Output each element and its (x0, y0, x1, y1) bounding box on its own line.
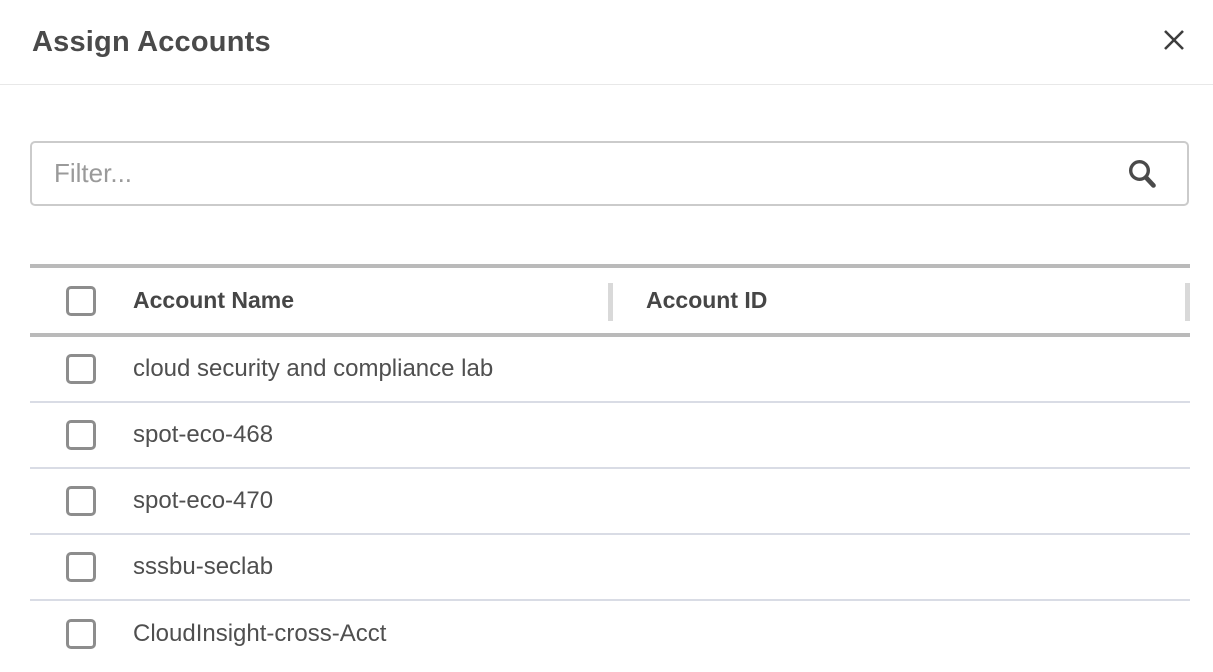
search-button[interactable] (1125, 157, 1159, 191)
table-top-border (30, 264, 1190, 268)
row-checkbox-cell (30, 354, 133, 384)
row-checkbox-cell (30, 486, 133, 516)
table-row[interactable]: spot-eco-470 (30, 469, 1190, 535)
row-checkbox[interactable] (66, 420, 96, 450)
dialog-title: Assign Accounts (32, 25, 271, 58)
row-checkbox[interactable] (66, 619, 96, 649)
table-row[interactable]: sssbu-seclab (30, 535, 1190, 601)
table-row[interactable]: cloud security and compliance lab (30, 337, 1190, 403)
filter-bar (30, 141, 1189, 206)
table-header-row: Account Name Account ID (30, 268, 1190, 337)
table-row[interactable]: spot-eco-468 (30, 403, 1190, 469)
account-name-cell: CloudInsight-cross-Acct (133, 620, 387, 647)
account-name-cell: sssbu-seclab (133, 553, 274, 580)
filter-input[interactable] (30, 141, 1189, 206)
close-button[interactable] (1162, 28, 1186, 52)
row-checkbox[interactable] (66, 486, 96, 516)
row-checkbox-cell (30, 552, 133, 582)
accounts-table: Account Name Account ID cloud security a… (30, 264, 1190, 667)
column-header-account-name: Account Name (133, 287, 295, 313)
close-icon (1162, 28, 1186, 52)
table-body: cloud security and compliance lab spot-e… (30, 337, 1190, 667)
column-header-account-id: Account ID (646, 287, 768, 313)
column-divider (1185, 283, 1190, 321)
account-name-cell: spot-eco-470 (133, 487, 274, 514)
account-name-cell: spot-eco-468 (133, 421, 274, 448)
search-icon (1125, 157, 1159, 191)
row-checkbox[interactable] (66, 354, 96, 384)
dialog-header: Assign Accounts (0, 0, 1213, 85)
row-checkbox-cell (30, 420, 133, 450)
column-divider (608, 283, 613, 321)
account-name-cell: cloud security and compliance lab (133, 355, 494, 382)
table-row[interactable]: CloudInsight-cross-Acct (30, 601, 1190, 667)
select-all-checkbox[interactable] (66, 285, 96, 316)
select-all-cell (30, 285, 133, 316)
row-checkbox-cell (30, 619, 133, 649)
row-checkbox[interactable] (66, 552, 96, 582)
